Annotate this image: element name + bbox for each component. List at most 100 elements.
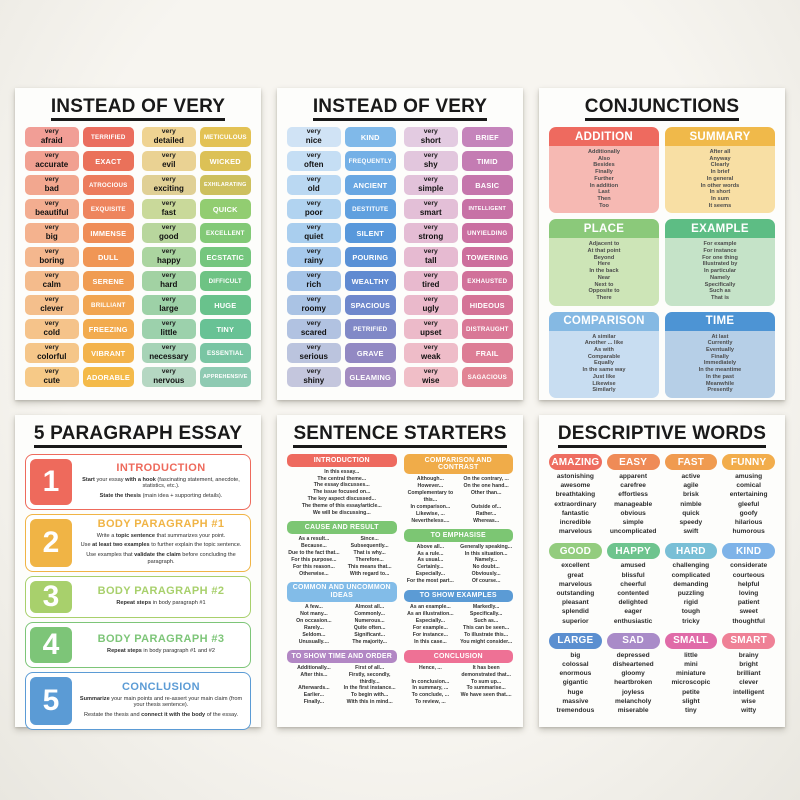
starter-line: In the first instance...: [343, 685, 396, 692]
poster-title: 5 PARAGRAPH ESSAY: [25, 423, 251, 448]
starter-line: Due to the fact that...: [288, 549, 340, 556]
starter-lines-two-col: Additionally... First of all... After this…: [287, 665, 397, 706]
descriptive-group-header: SMALL: [664, 632, 718, 649]
essay-step-card: 1 INTRODUCTION Start your essay with a hoo…: [25, 454, 251, 510]
bold-text: Repeat steps: [107, 647, 142, 654]
bold-text: Summarize: [79, 695, 110, 702]
very-label: very: [423, 176, 438, 184]
poster-instead-of-very-cool: INSTEAD OF VERY very nice KIND very often FRE…: [277, 88, 523, 400]
very-label: very: [44, 272, 59, 280]
poster-title-text: CONJUNCTIONS: [584, 96, 740, 121]
descriptive-word: slight: [682, 697, 700, 705]
poster-descriptive-words: DESCRIPTIVE WORDS AMAZING astonishing awes…: [539, 415, 785, 727]
starter-line: After this...: [300, 671, 328, 678]
synonym-tile: GLEAMING: [344, 367, 396, 387]
synonym-tile: WEALTHY: [344, 271, 396, 291]
starter-section-header: CONCLUSION: [403, 650, 513, 663]
poster-title: CONJUNCTIONS: [549, 96, 775, 121]
poster-title-text: 5 PARAGRAPH ESSAY: [33, 423, 243, 448]
descriptive-word: comical: [736, 482, 761, 490]
word-pair-row: very good EXCELLENT: [142, 223, 251, 243]
descriptive-word: complicated: [671, 571, 711, 579]
word-pair-row: very old ANCIENT: [287, 175, 396, 195]
descriptive-group-header: SAD: [606, 632, 660, 649]
descriptive-word: brilliant: [736, 670, 761, 678]
poster-five-paragraph-essay: 5 PARAGRAPH ESSAY 1 INTRODUCTION Start you…: [15, 415, 261, 730]
plain-text: your main points and re-assert your main…: [109, 695, 243, 709]
poster-conjunctions: CONJUNCTIONS ADDITION Additionally Also Bes…: [539, 88, 785, 400]
plain-text: that summarizes your point.: [155, 532, 226, 539]
starter-line: Likewise, ...: [415, 510, 445, 517]
plain-text: in body paragraph #1 and #2: [141, 647, 215, 654]
adjective-label: tired: [422, 279, 440, 289]
descriptive-word: tiny: [685, 707, 697, 715]
very-label: very: [44, 320, 59, 328]
descriptive-word: uncomplicated: [609, 528, 657, 536]
adjective-label: afraid: [40, 135, 63, 145]
very-phrase-tile: very exciting: [142, 175, 196, 195]
starter-lines-two-col: Above all... Generally speaking... As a ru…: [404, 544, 514, 585]
starter-line: Generally speaking...: [460, 543, 513, 550]
descriptive-word: great: [567, 571, 584, 579]
very-phrase-tile: very boring: [25, 247, 79, 267]
starter-line: Rarely...: [303, 624, 324, 631]
starter-line: In comparison...: [410, 503, 451, 510]
conjunction-item: Finally: [595, 169, 613, 176]
very-phrase-tile: very scared: [287, 319, 341, 339]
descriptive-word: effortless: [618, 491, 648, 499]
conjunction-item: Additionally: [587, 149, 620, 155]
starter-section-header: TO EMPHASISE: [403, 529, 513, 542]
plain-text: your essay: [94, 476, 126, 483]
descriptive-word: delighted: [618, 599, 648, 607]
step-instruction: Restate the thesis and connect it with t…: [78, 712, 244, 719]
adjective-label: often: [303, 159, 324, 169]
descriptive-word: demanding: [673, 580, 709, 588]
adjective-label: roomy: [301, 303, 326, 313]
conjunction-item: Illustrated by: [702, 261, 738, 268]
starter-lines-two-col: A few... Almost all... Not many... Commonly…: [287, 604, 397, 645]
conjunction-item: Then: [597, 195, 611, 202]
synonym-tile: HUGE: [199, 295, 251, 315]
conjunction-item: In the same way: [582, 367, 626, 374]
very-phrase-tile: very upset: [404, 319, 458, 339]
conjunction-item: For instance: [703, 248, 737, 255]
descriptive-word: hilarious: [734, 519, 763, 527]
starter-column-left: INTRODUCTION In this essay... The central …: [287, 454, 397, 711]
conjunction-card-body: At last Currently Eventually Finally Immedia…: [665, 330, 775, 398]
poster-title: INSTEAD OF VERY: [287, 96, 513, 121]
adjective-label: evil: [162, 159, 176, 169]
very-label: very: [44, 344, 59, 352]
word-pair-row: very simple BASIC: [404, 175, 513, 195]
descriptive-word: miserable: [617, 707, 649, 715]
word-pair-row: very smart INTELLIGENT: [404, 199, 513, 219]
synonym-tile: VIBRANT: [82, 343, 134, 363]
descriptive-word: astonishing: [556, 473, 594, 480]
word-pair-row: very tall TOWERING: [404, 247, 513, 267]
descriptive-word: quick: [682, 509, 700, 517]
plain-text: to further explain the topic sentence.: [149, 542, 242, 549]
descriptive-word: witty: [741, 707, 757, 715]
very-phrase-tile: very rich: [287, 271, 341, 291]
descriptive-word: gigantic: [562, 679, 589, 687]
descriptive-group: FUNNY amusing comical entertaining gleeful go…: [722, 454, 775, 536]
conjunction-item: Specifically: [704, 281, 736, 288]
very-phrase-tile: very nervous: [142, 367, 196, 387]
bold-text: State the thesis: [99, 492, 142, 499]
conjunction-item: In short: [709, 189, 731, 196]
conjunction-item: In the meantime: [698, 367, 742, 374]
bold-text: with a hook: [125, 476, 156, 483]
adjective-label: old: [307, 183, 320, 193]
very-phrase-tile: very good: [142, 223, 196, 243]
starter-section: TO SHOW EXAMPLES As an example... Markedly…: [403, 589, 513, 646]
step-heading: BODY PARAGRAPH #2: [97, 585, 225, 598]
starter-line: Certainly...: [417, 564, 444, 571]
synonym-tile: ESSENTIAL: [199, 343, 251, 363]
very-label: very: [306, 248, 321, 256]
descriptive-word: splendid: [561, 608, 589, 616]
conjunction-item: Similarly: [592, 387, 616, 394]
adjective-label: bad: [44, 183, 59, 193]
conjunction-item: Too: [599, 202, 609, 209]
essay-step-card: 5 CONCLUSION Summarize your main points an…: [25, 672, 251, 730]
adjective-label: strong: [418, 231, 444, 241]
very-phrase-tile: very shy: [404, 151, 458, 171]
